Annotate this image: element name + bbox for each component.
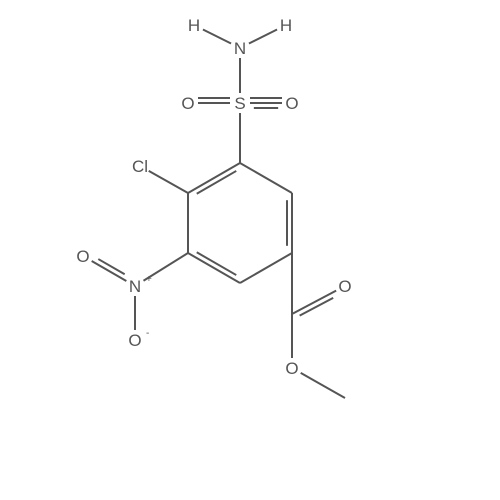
atom-o: O (285, 359, 298, 378)
charge: + (146, 274, 152, 285)
atom-o: O (76, 247, 89, 266)
atom-n: N (129, 277, 141, 296)
atom-h: H (280, 16, 292, 35)
atom-cl: Cl (132, 157, 148, 176)
molecule-diagram: SOONHHClN+O-OOO (0, 0, 500, 500)
atom-o: O (128, 331, 141, 350)
atom-o: O (338, 277, 351, 296)
atom-o: O (285, 94, 298, 113)
atom-h: H (188, 16, 200, 35)
atom-n: N (234, 39, 246, 58)
atom-o: O (181, 94, 194, 113)
charge: - (146, 328, 149, 339)
atom-s: S (234, 94, 245, 113)
